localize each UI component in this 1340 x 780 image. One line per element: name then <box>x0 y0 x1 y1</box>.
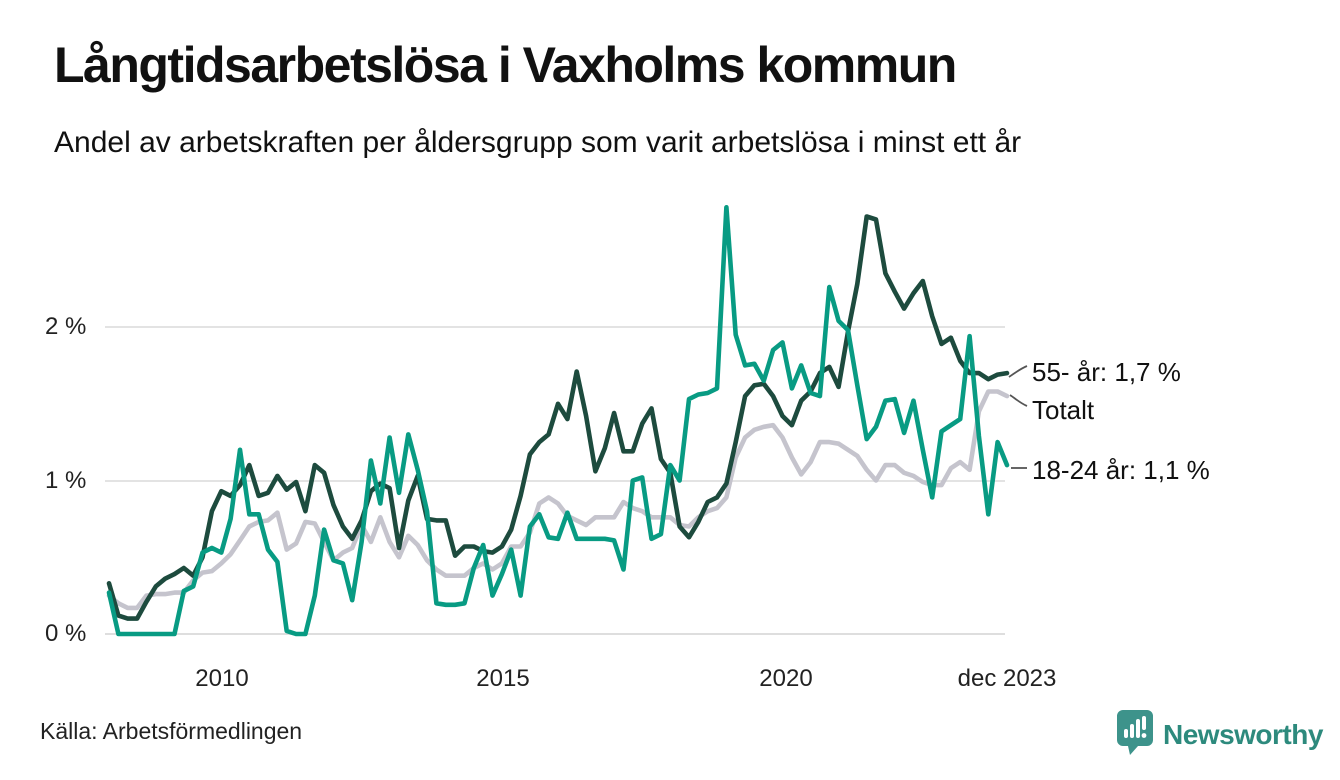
newsworthy-brand: Newsworthy <box>1115 708 1323 761</box>
series-label-totalt: Totalt <box>1032 395 1095 425</box>
label-leader-lines <box>1008 365 1028 469</box>
page-title: Långtidsarbetslösa i Vaxholms kommun <box>54 37 957 93</box>
logo-exclamation-bar <box>1142 716 1146 730</box>
newsworthy-wordmark: Newsworthy <box>1163 718 1323 750</box>
series-line-totalt <box>106 389 1010 611</box>
source-note: Källa: Arbetsförmedlingen <box>40 718 303 744</box>
logo-exclamation-dot <box>1141 733 1147 738</box>
logo-bar-medium <box>1130 724 1134 738</box>
y-tick-2: 2 % <box>45 313 87 340</box>
x-tick-2010: 2010 <box>195 665 249 692</box>
logo-bar-tall <box>1136 719 1140 738</box>
series-label-18-24: 18-24 år: 1,1 % <box>1032 455 1210 485</box>
y-tick-1: 1 % <box>45 467 87 494</box>
series-label-55ar: 55- år: 1,7 % <box>1032 357 1181 387</box>
logo-bubble <box>1117 710 1153 755</box>
x-tick-2015: 2015 <box>476 665 530 692</box>
page-subtitle: Andel av arbetskraften per åldersgrupp s… <box>54 126 1022 159</box>
x-tick-2020: 2020 <box>759 665 813 692</box>
leader-55ar <box>1008 365 1028 378</box>
newsworthy-logo-icon <box>1115 708 1155 761</box>
y-tick-0: 0 % <box>45 620 87 647</box>
series-lines <box>106 205 1010 637</box>
series-line-18-24-r <box>106 205 1010 637</box>
logo-bar-small <box>1124 729 1128 738</box>
x-tick-dec-2023: dec 2023 <box>957 665 1057 692</box>
series-line-55-r <box>106 214 1010 621</box>
leader-totalt <box>1009 394 1028 407</box>
